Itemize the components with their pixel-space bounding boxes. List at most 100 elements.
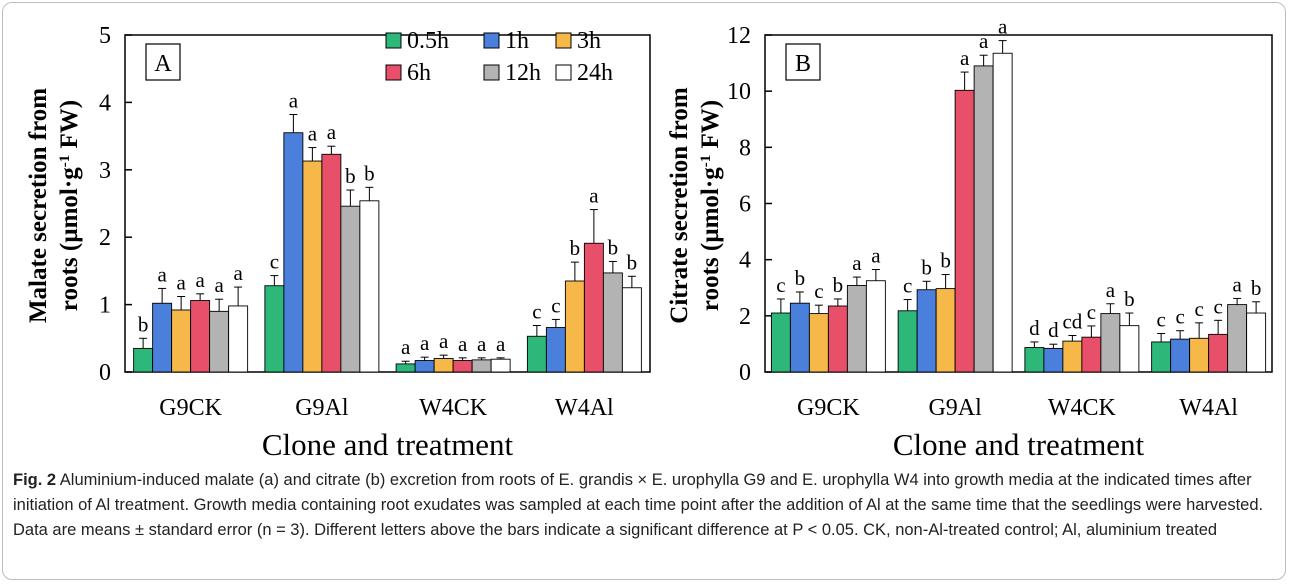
y-tick-label: 1 (99, 293, 111, 319)
significance-letter: a (589, 184, 599, 208)
significance-letter: a (401, 335, 411, 359)
bar-3h-w4al (1189, 337, 1210, 373)
bar-24h-w4ck (1119, 325, 1140, 373)
bar-0_5h-w4ck (395, 363, 416, 373)
y-tick-label: 2 (99, 225, 111, 251)
significance-letter: a (979, 29, 989, 53)
bar-0_5h-w4al (1151, 341, 1172, 373)
significance-letter: b (627, 250, 638, 274)
x-tick-label: W4CK (1048, 395, 1117, 421)
significance-letter: b (138, 312, 149, 336)
panel-label-box (145, 43, 181, 81)
bar-3h-w4al (564, 280, 585, 373)
y-axis-label: Citrate secretion from roots (µmol·g-1 FW… (666, 87, 724, 324)
legend-label: 0.5h (407, 28, 449, 54)
significance-letter: b (608, 235, 619, 259)
significance-letter: a (289, 89, 299, 113)
significance-letter: a (998, 15, 1008, 39)
significance-letter: a (960, 46, 970, 70)
significance-letter: b (345, 164, 356, 188)
bar-12h-w4ck (471, 359, 492, 373)
bar-24h-w4ck (490, 358, 511, 373)
bar-0_5h-g9ck (133, 347, 154, 373)
legend-swatch-1h (483, 32, 500, 49)
significance-letter: a (871, 243, 881, 267)
significance-letter: b (1124, 287, 1135, 311)
significance-letter: a (1232, 272, 1242, 296)
caption-text: Aluminium-induced malate (a) and citrate… (13, 471, 1264, 539)
significance-letter: cd (1062, 309, 1082, 333)
bar-12h-g9ck (209, 310, 230, 373)
significance-letter: b (940, 249, 951, 273)
bar-12h-g9al (973, 65, 994, 373)
y-tick-label: 6 (739, 192, 751, 218)
significance-letter: a (439, 329, 449, 353)
significance-letter: b (795, 266, 806, 290)
bar-24h-g9ck (228, 305, 249, 373)
significance-letter: a (214, 273, 224, 297)
x-tick-label: G9Al (928, 395, 982, 421)
y-axis-label: Malate secretion from roots (µmol·g-1 FW) (25, 88, 83, 323)
significance-letter: a (420, 331, 430, 355)
bar-1h-g9ck (789, 302, 810, 373)
bar-12h-g9al (340, 205, 361, 373)
bar-24h-g9ck (865, 280, 886, 373)
x-axis-label: Clone and treatment (893, 427, 1145, 462)
x-axis-label: Clone and treatment (262, 427, 514, 462)
y-tick-label: 4 (739, 248, 751, 274)
significance-letter: b (1251, 276, 1262, 300)
bar-3h-w4ck (1062, 340, 1083, 373)
bar-3h-g9al (935, 288, 956, 373)
bar-6h-w4al (583, 242, 604, 373)
legend-swatch-24h (555, 64, 572, 81)
y-tick-label: 2 (739, 304, 751, 330)
bar-3h-g9ck (808, 313, 829, 373)
bar-12h-g9ck (846, 285, 867, 373)
y-tick-label: 12 (727, 23, 751, 49)
bar-12h-w4al (602, 272, 623, 373)
panel-label-box (785, 43, 821, 81)
bar-24h-g9al (359, 200, 380, 373)
significance-letter: d (1048, 318, 1059, 342)
bar-1h-w4ck (414, 360, 435, 373)
bar-0_5h-w4ck (1024, 347, 1045, 373)
y-tick-label: 10 (727, 79, 751, 105)
bar-0_5h-g9al (264, 285, 285, 373)
y-tick-label: 0 (739, 360, 751, 386)
legend-label: 12h (505, 60, 541, 86)
legend-label: 24h (577, 60, 613, 86)
significance-letter: c (1175, 305, 1184, 329)
y-tick-label: 3 (99, 158, 111, 184)
legend: 0.5h 1h 3h 6h 12h 24h (385, 28, 613, 86)
bar-1h-g9al (283, 132, 304, 373)
bar-6h-g9al (321, 153, 342, 373)
legend-label: 1h (505, 28, 529, 54)
y-tick-label: 8 (739, 135, 751, 161)
bar-1h-w4ck (1043, 347, 1064, 373)
significance-letter: a (176, 271, 186, 295)
x-tick-label: W4Al (555, 395, 614, 421)
bar-24h-w4al (621, 287, 642, 373)
x-tick-label: G9CK (797, 395, 860, 421)
significance-letter: b (364, 161, 375, 185)
panel-label: A (154, 51, 172, 77)
significance-letter: c (270, 250, 279, 274)
bar-1h-w4al (1170, 338, 1191, 373)
significance-letter: a (1106, 278, 1116, 302)
legend-swatch-0_5h (385, 32, 402, 49)
bar-6h-w4ck (452, 360, 473, 373)
significance-letter: b (921, 255, 932, 279)
significance-letter: d (1029, 316, 1040, 340)
bar-1h-g9ck (152, 302, 173, 373)
significance-letter: a (496, 332, 506, 356)
significance-letter: c (551, 293, 560, 317)
significance-letter: c (1087, 300, 1096, 324)
significance-letter: c (1213, 294, 1222, 318)
panel-label: B (795, 51, 811, 77)
legend-label: 6h (407, 60, 431, 86)
caption-label: Fig. 2 (13, 471, 57, 489)
bar-6h-w4ck (1081, 336, 1102, 373)
legend-label: 3h (577, 28, 601, 54)
